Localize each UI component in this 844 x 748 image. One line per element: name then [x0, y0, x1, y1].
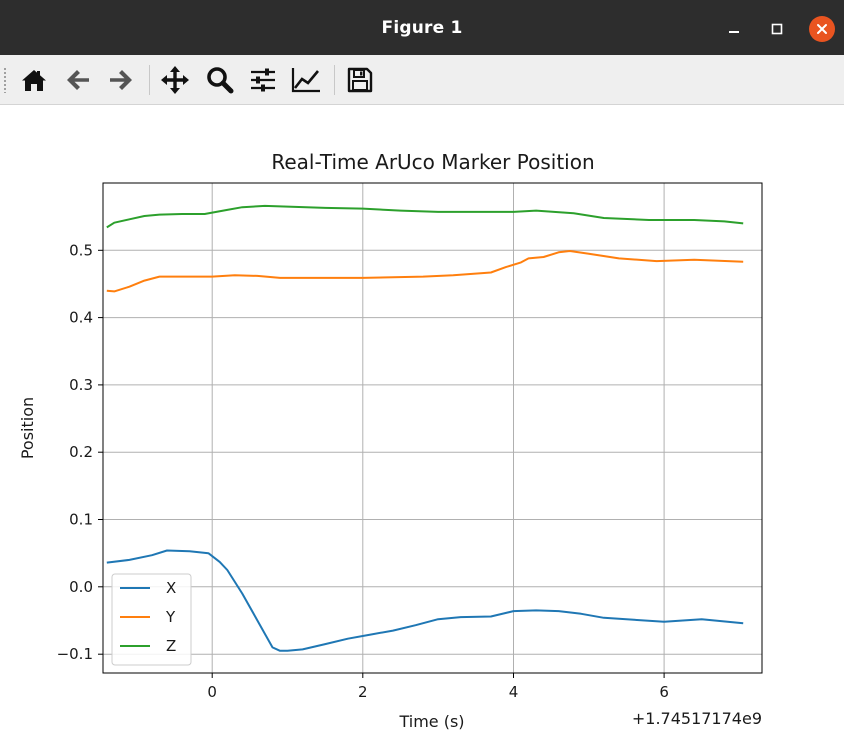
minimize-button[interactable]	[722, 17, 746, 41]
arrow-right-icon	[110, 70, 132, 90]
x-axis-offset-label: +1.74517174e9	[632, 709, 762, 728]
series-line-x	[106, 549, 744, 652]
series-line-z	[106, 204, 744, 229]
window-title: Figure 1	[381, 18, 463, 38]
home-button[interactable]	[18, 65, 50, 95]
x-tick-label: 4	[509, 683, 519, 701]
floppy-disk-icon	[347, 67, 373, 93]
navigation-toolbar	[0, 55, 844, 105]
y-tick-label: 0.0	[69, 578, 93, 596]
pan-button[interactable]	[159, 65, 191, 95]
maximize-icon	[771, 23, 783, 35]
chart-svg: Real-Time ArUco Marker Position 0 2 4 6 −0.1…	[18, 150, 763, 731]
y-tick-label: 0.5	[69, 241, 93, 259]
magnifier-icon	[207, 67, 234, 94]
move-icon	[161, 66, 189, 94]
x-tick-label: 0	[207, 683, 217, 701]
legend-frame	[111, 573, 192, 666]
close-icon	[817, 24, 827, 34]
plot-canvas[interactable]: Real-Time ArUco Marker Position 0 2 4 6 −0.1…	[0, 105, 844, 744]
legend-label-y: Y	[165, 608, 176, 626]
axis-ticks: 0 2 4 6 −0.1 0.0 0.1 0.2 0.3 0.4 0.5	[57, 241, 669, 701]
series-lines	[106, 204, 744, 652]
y-tick-label: −0.1	[57, 645, 93, 663]
y-tick-label: 0.1	[69, 511, 93, 529]
chart-title: Real-Time ArUco Marker Position	[271, 150, 594, 174]
toolbar-grip[interactable]	[3, 67, 7, 93]
sliders-icon	[251, 68, 275, 92]
edit-axis-button[interactable]	[290, 65, 322, 95]
close-button[interactable]	[809, 16, 835, 42]
y-tick-label: 0.2	[69, 443, 93, 461]
axes-frame	[102, 182, 763, 674]
y-axis-label: Position	[18, 397, 37, 459]
toolbar-separator	[149, 65, 150, 95]
x-tick-label: 6	[659, 683, 669, 701]
title-bar[interactable]: Figure 1	[0, 0, 844, 55]
back-button[interactable]	[62, 65, 94, 95]
y-tick-label: 0.3	[69, 376, 93, 394]
x-axis-label: Time (s)	[398, 712, 464, 731]
line-chart-icon	[291, 68, 320, 93]
legend-label-x: X	[166, 579, 176, 597]
maximize-button[interactable]	[765, 17, 789, 41]
series-line-y	[106, 250, 744, 293]
minimize-icon	[729, 31, 739, 33]
y-tick-label: 0.4	[69, 309, 93, 327]
x-tick-label: 2	[358, 683, 368, 701]
zoom-button[interactable]	[204, 65, 236, 95]
legend: XYZ	[111, 573, 192, 666]
save-button[interactable]	[344, 65, 376, 95]
legend-label-z: Z	[166, 637, 176, 655]
home-icon	[22, 70, 46, 91]
forward-button[interactable]	[105, 65, 137, 95]
legend-entries: XYZ	[120, 579, 176, 655]
grid	[103, 183, 762, 673]
configure-subplots-button[interactable]	[247, 65, 279, 95]
arrow-left-icon	[67, 70, 89, 90]
toolbar-separator	[334, 65, 335, 95]
